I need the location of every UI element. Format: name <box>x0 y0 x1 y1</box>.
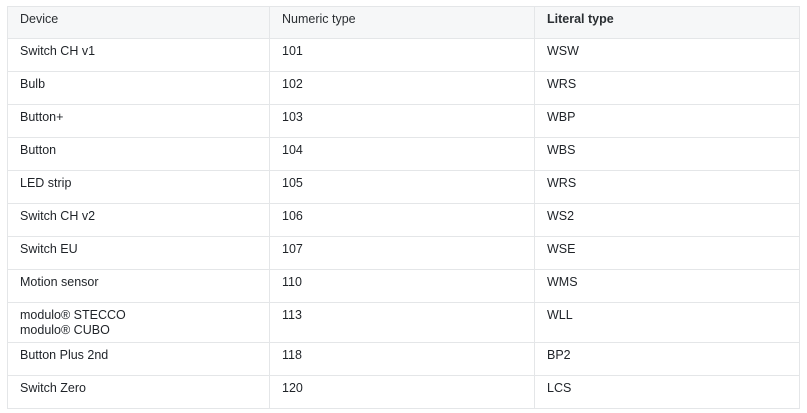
device-name: Switch EU <box>20 242 78 256</box>
header-row: Device Numeric type Literal type <box>7 6 800 39</box>
cell-device: Bulb <box>7 71 270 105</box>
table-row: LED strip 105 WRS <box>7 170 800 204</box>
cell-numeric-type: 107 <box>269 236 535 270</box>
cell-numeric-type: 104 <box>269 137 535 171</box>
cell-literal-type: WBS <box>534 137 800 171</box>
cell-device: Button Plus 2nd <box>7 342 270 376</box>
cell-numeric-type: 102 <box>269 71 535 105</box>
table-row: Switch EU 107 WSE <box>7 236 800 270</box>
column-header-numeric-type: Numeric type <box>269 6 535 39</box>
table-row: Switch CH v2 106 WS2 <box>7 203 800 237</box>
cell-literal-type: WMS <box>534 269 800 303</box>
device-name: Switch CH v2 <box>20 209 96 223</box>
table-body: Switch CH v1 101 WSW Bulb 102 WRS Button+ 103 WB… <box>7 38 800 409</box>
device-name: Button <box>20 143 57 157</box>
device-name: Switch Zero <box>20 381 86 395</box>
device-name: Button+ <box>20 110 64 124</box>
cell-device: Motion sensor <box>7 269 270 303</box>
device-name: modulo® STECCO <box>20 308 126 322</box>
cell-device: Button <box>7 137 270 171</box>
table-row: Bulb 102 WRS <box>7 71 800 105</box>
cell-literal-type: WRS <box>534 170 800 204</box>
device-name: Switch CH v1 <box>20 44 96 58</box>
cell-numeric-type: 110 <box>269 269 535 303</box>
cell-numeric-type: 120 <box>269 375 535 409</box>
table-row: Button Plus 2nd 118 BP2 <box>7 342 800 376</box>
column-header-device: Device <box>7 6 270 39</box>
cell-numeric-type: 106 <box>269 203 535 237</box>
table-row: Switch CH v1 101 WSW <box>7 38 800 72</box>
device-name: modulo® CUBO <box>20 323 110 337</box>
device-name: LED strip <box>20 176 72 190</box>
cell-numeric-type: 118 <box>269 342 535 376</box>
cell-numeric-type: 113 <box>269 302 535 343</box>
cell-literal-type: WRS <box>534 71 800 105</box>
table-row: modulo® STECCO modulo® CUBO 113 WLL <box>7 302 800 343</box>
cell-device: Switch EU <box>7 236 270 270</box>
table-row: Switch Zero 120 LCS <box>7 375 800 409</box>
cell-device: Button+ <box>7 104 270 138</box>
cell-device: LED strip <box>7 170 270 204</box>
device-name: Bulb <box>20 77 46 91</box>
cell-numeric-type: 105 <box>269 170 535 204</box>
cell-numeric-type: 103 <box>269 104 535 138</box>
device-name: Button Plus 2nd <box>20 348 109 362</box>
cell-literal-type: WS2 <box>534 203 800 237</box>
cell-literal-type: WLL <box>534 302 800 343</box>
table-header: Device Numeric type Literal type <box>7 6 800 39</box>
device-name: Motion sensor <box>20 275 99 289</box>
cell-literal-type: WSW <box>534 38 800 72</box>
cell-literal-type: LCS <box>534 375 800 409</box>
column-header-literal-type: Literal type <box>534 6 800 39</box>
cell-literal-type: BP2 <box>534 342 800 376</box>
table-row: Button 104 WBS <box>7 137 800 171</box>
cell-device: Switch Zero <box>7 375 270 409</box>
table-row: Motion sensor 110 WMS <box>7 269 800 303</box>
cell-device: modulo® STECCO modulo® CUBO <box>7 302 270 343</box>
cell-device: Switch CH v2 <box>7 203 270 237</box>
table-row: Button+ 103 WBP <box>7 104 800 138</box>
cell-device: Switch CH v1 <box>7 38 270 72</box>
cell-literal-type: WBP <box>534 104 800 138</box>
device-type-table: Device Numeric type Literal type Switch … <box>7 6 800 409</box>
cell-numeric-type: 101 <box>269 38 535 72</box>
cell-literal-type: WSE <box>534 236 800 270</box>
